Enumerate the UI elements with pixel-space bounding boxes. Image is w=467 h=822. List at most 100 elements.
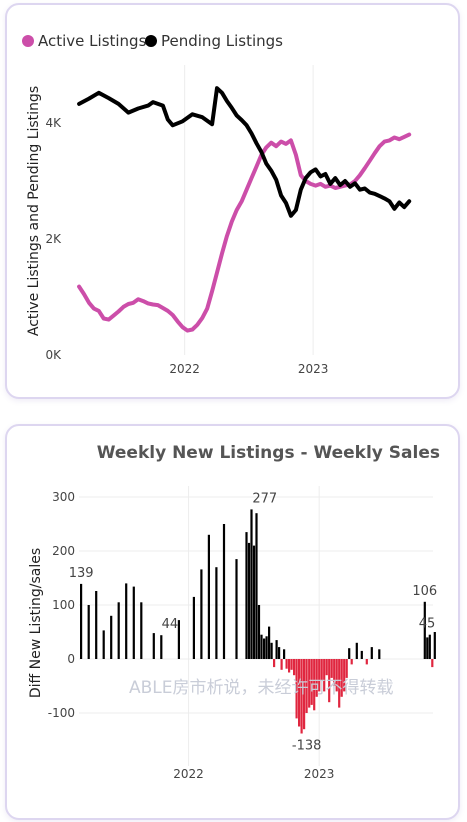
diff-bar — [252, 545, 256, 659]
data-label: 106 — [412, 584, 437, 599]
diff-bar — [278, 647, 281, 659]
y-tick-label: 0 — [67, 652, 75, 666]
diff-bar — [215, 567, 218, 659]
diff-bar — [270, 642, 273, 659]
diff-bar — [255, 513, 258, 659]
data-label: 45 — [419, 617, 436, 632]
diff-bar — [431, 659, 434, 668]
pending-listings-line — [77, 86, 412, 218]
diff-bar — [348, 648, 351, 659]
x-tick-label: 2022 — [173, 767, 204, 781]
diff-bar — [265, 636, 268, 659]
diff-bar — [250, 509, 253, 659]
x-tick-label: 2023 — [298, 362, 329, 376]
diff-bar — [140, 602, 143, 659]
diff-bar — [370, 647, 373, 659]
diff-bar — [310, 659, 313, 705]
y-tick-label: 4K — [45, 116, 62, 130]
data-label: 277 — [252, 491, 277, 506]
diff-bar — [207, 534, 210, 659]
y-tick-label: 300 — [52, 490, 75, 504]
diff-bar — [245, 532, 248, 659]
diff-bar — [305, 659, 308, 713]
diff-bar — [290, 659, 293, 670]
diff-bar — [340, 659, 343, 697]
diff-bar — [222, 524, 226, 659]
y-tick-label: 0K — [45, 348, 62, 362]
diff-bar — [295, 659, 298, 719]
y-axis-label: Active Listings and Pending Listings — [26, 86, 42, 336]
diff-bar — [125, 583, 128, 659]
diff-bar — [378, 649, 381, 659]
diff-bar — [343, 659, 346, 692]
legend-label-active: Active Listings — [38, 32, 147, 50]
diff-bar — [117, 602, 120, 659]
diff-bar — [288, 659, 291, 673]
diff-bar — [355, 642, 358, 659]
data-label: -138 — [292, 739, 322, 754]
diff-bar — [293, 659, 296, 676]
active-listings-line — [77, 132, 412, 333]
diff-bar — [160, 635, 163, 659]
y-axis-label: Diff New Listing/sales — [28, 548, 44, 698]
watermark-text: ABLE房市析说，未经许可不得转载 — [129, 678, 394, 698]
diff-bar — [345, 659, 348, 678]
diff-bar — [426, 637, 429, 659]
diff-bar — [95, 591, 98, 659]
weekly-diff-bar-chart: Weekly New Listings - Weekly Sales Diff … — [28, 443, 440, 781]
diff-bar — [263, 638, 266, 659]
y-tick-label: 2K — [45, 232, 62, 246]
diff-bar — [132, 586, 135, 659]
diff-bar — [235, 559, 238, 659]
data-label: 139 — [69, 566, 94, 581]
diff-bar — [325, 659, 328, 676]
diff-bar — [268, 626, 271, 659]
diff-bar — [338, 659, 341, 708]
diff-bar — [80, 583, 83, 659]
diff-bar — [273, 659, 276, 668]
diff-bar — [323, 659, 326, 692]
diff-bar — [320, 659, 323, 681]
diff-bar — [350, 659, 353, 665]
legend-label-pending: Pending Listings — [161, 32, 283, 50]
diff-bar — [335, 659, 338, 692]
diff-bar — [300, 659, 303, 734]
chart-legend: Active Listings Pending Listings — [22, 32, 283, 50]
x-tick-label: 2023 — [304, 767, 335, 781]
diff-bar — [308, 659, 311, 708]
diff-bar — [260, 634, 263, 659]
diff-bar — [360, 650, 363, 659]
chart-title: Weekly New Listings - Weekly Sales — [97, 443, 440, 463]
diff-bar — [275, 640, 278, 659]
legend-marker-active — [22, 35, 34, 47]
diff-bar — [177, 620, 180, 659]
diff-bar — [333, 659, 336, 686]
diff-bar — [328, 659, 331, 703]
diff-bar — [283, 649, 286, 659]
diff-bar — [192, 596, 195, 659]
diff-bar — [423, 601, 426, 659]
diff-bar — [298, 659, 301, 727]
diff-bar — [152, 633, 155, 659]
diff-bar — [330, 659, 333, 678]
x-tick-label: 2022 — [169, 362, 200, 376]
diff-bar — [365, 659, 368, 665]
diff-bar — [247, 542, 251, 659]
diff-bar — [87, 605, 90, 659]
legend-marker-pending — [145, 35, 157, 47]
diff-bar — [257, 605, 261, 659]
y-tick-label: 200 — [52, 544, 75, 558]
diff-bar — [318, 659, 321, 692]
diff-bar — [433, 632, 436, 659]
diff-bar — [280, 659, 283, 670]
diff-bar — [428, 634, 431, 659]
diff-bar — [315, 659, 318, 697]
weekly-diff-chart-card: Weekly New Listings - Weekly Sales Diff … — [5, 424, 460, 820]
diff-bar — [110, 615, 113, 659]
y-tick-label: 100 — [52, 598, 75, 612]
active-pending-chart-card: Active Listings Pending Listings Active … — [5, 3, 460, 399]
diff-bar — [285, 659, 288, 669]
data-label: 44 — [162, 617, 179, 632]
active-pending-line-chart: Active Listings Pending Listings Active … — [22, 32, 412, 376]
diff-bar — [313, 659, 316, 711]
